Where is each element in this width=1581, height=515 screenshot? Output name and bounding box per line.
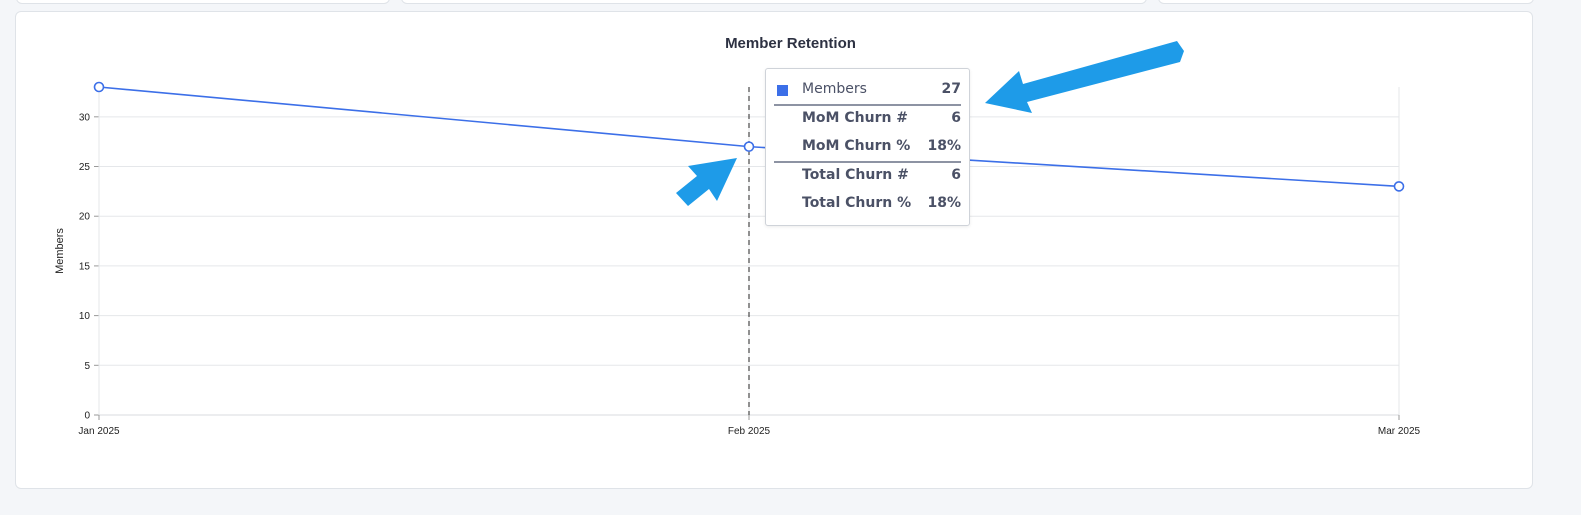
tooltip-total-churn-count-label: Total Churn # xyxy=(802,167,909,183)
data-point xyxy=(743,141,755,152)
legend-swatch-icon xyxy=(777,85,788,96)
chart-title: Member Retention xyxy=(725,35,856,52)
tooltip-mom-churn-count-label: MoM Churn # xyxy=(802,110,909,126)
tooltip-mom-churn-count-row: MoM Churn # 6 xyxy=(774,110,961,132)
y-tick-label: 15 xyxy=(79,261,91,272)
tooltip-series-label: Members xyxy=(802,81,867,97)
tooltip-separator xyxy=(774,104,961,106)
tooltip-total-churn-pct-value: 18% xyxy=(927,195,961,211)
y-tick-label: 0 xyxy=(84,411,90,422)
x-tick-label: Mar 2025 xyxy=(1378,426,1421,437)
tooltip-total-churn-count-row: Total Churn # 6 xyxy=(774,167,961,189)
tooltip-mom-churn-count-value: 6 xyxy=(951,110,961,126)
y-tick-label: 20 xyxy=(79,212,91,223)
tooltip-series-value: 27 xyxy=(941,81,961,97)
y-tick-label: 25 xyxy=(79,162,91,173)
y-axis-label: Members xyxy=(54,228,66,274)
tooltip-total-churn-pct-label: Total Churn % xyxy=(802,195,912,211)
tooltip-mom-churn-pct-label: MoM Churn % xyxy=(802,138,911,154)
y-tick-label: 5 xyxy=(84,361,90,372)
tooltip-mom-churn-pct-value: 18% xyxy=(927,138,961,154)
tooltip-total-churn-pct-row: Total Churn % 18% xyxy=(774,195,961,217)
y-tick-label: 30 xyxy=(79,112,91,123)
data-point xyxy=(93,81,105,93)
tooltip-separator xyxy=(774,161,961,163)
tooltip-mom-churn-pct-row: MoM Churn % 18% xyxy=(774,138,961,160)
tooltip-series-row: Members 27 xyxy=(774,81,961,103)
data-point xyxy=(1393,181,1405,192)
tooltip-total-churn-count-value: 6 xyxy=(951,167,961,183)
y-tick-label: 10 xyxy=(79,311,91,322)
x-tick-label: Jan 2025 xyxy=(78,426,120,437)
x-tick-label: Feb 2025 xyxy=(728,426,771,437)
chart-tooltip: Members 27 MoM Churn #6 MoM Churn % 18% Total… xyxy=(765,68,970,226)
